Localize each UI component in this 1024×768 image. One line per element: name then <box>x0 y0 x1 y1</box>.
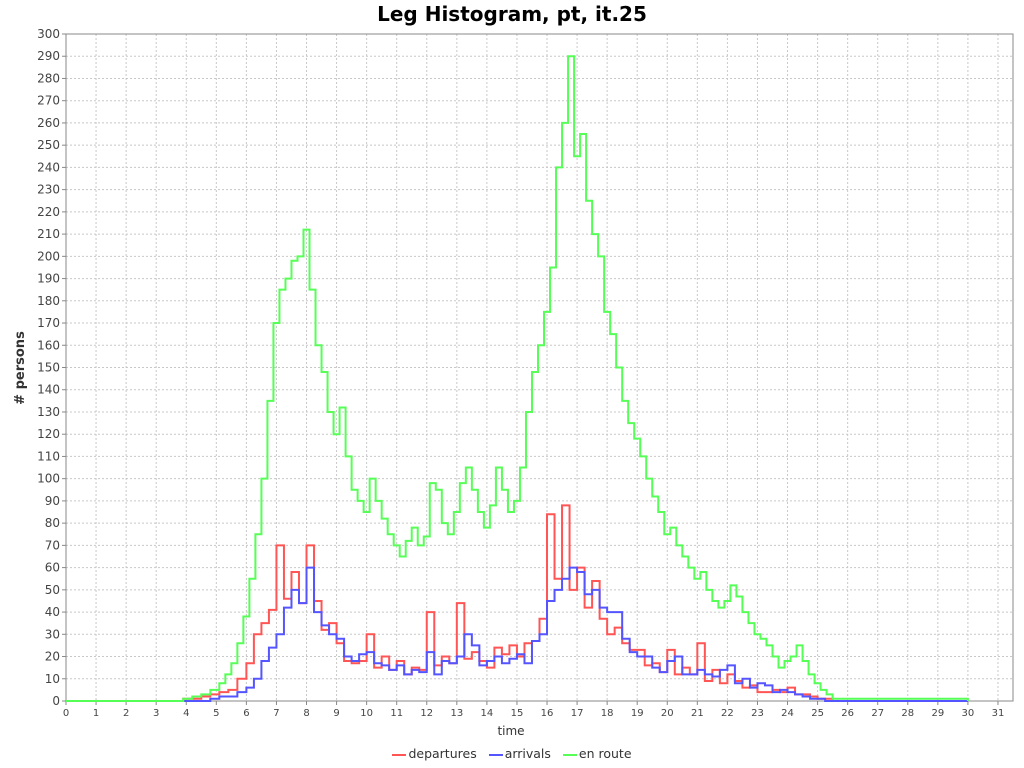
y-tick-label: 200 <box>37 249 60 263</box>
legend-item-departures: departures <box>392 746 477 761</box>
y-tick-label: 80 <box>45 516 60 530</box>
y-tick-label: 90 <box>45 494 60 508</box>
y-tick-label: 230 <box>37 183 60 197</box>
x-tick-label: 17 <box>571 708 584 719</box>
x-tick-label: 0 <box>63 708 69 719</box>
x-tick-label: 10 <box>360 708 373 719</box>
x-tick-label: 21 <box>691 708 704 719</box>
x-tick-label: 31 <box>992 708 1005 719</box>
x-tick-label: 1 <box>93 708 99 719</box>
y-tick-label: 120 <box>37 427 60 441</box>
y-tick-label: 260 <box>37 116 60 130</box>
legend-label-departures: departures <box>408 746 477 761</box>
x-tick-label: 14 <box>481 708 494 719</box>
x-tick-label: 8 <box>303 708 309 719</box>
y-tick-label: 50 <box>45 583 60 597</box>
legend-swatch-arrivals <box>488 753 503 756</box>
chart-title: Leg Histogram, pt, it.25 <box>377 2 647 26</box>
y-tick-label: 130 <box>37 405 60 419</box>
x-tick-label: 29 <box>931 708 944 719</box>
y-tick-label: 60 <box>45 561 60 575</box>
y-tick-label: 170 <box>37 316 60 330</box>
series-en-route-line <box>66 55 969 702</box>
y-axis-ticks: 0 10 20 30 40 50 60 70 80 90 100 110 120 130 140 150 160… <box>37 27 66 708</box>
legend-swatch-departures <box>392 753 407 756</box>
x-tick-label: 28 <box>901 708 914 719</box>
y-tick-label: 70 <box>45 538 60 552</box>
x-axis-ticks: 0 1 2 3 4 5 6 7 8 9 10 11 12 13 14 15 16 17 18 19 20 21 22 23 24… <box>63 701 1005 719</box>
series-arrivals-line <box>66 566 968 702</box>
legend-swatch-en-route <box>562 753 577 756</box>
x-tick-label: 16 <box>541 708 554 719</box>
x-tick-label: 25 <box>811 708 824 719</box>
x-tick-label: 7 <box>273 708 279 719</box>
x-tick-label: 30 <box>962 708 975 719</box>
gridlines <box>65 33 1013 702</box>
y-tick-label: 10 <box>45 672 60 686</box>
x-tick-label: 15 <box>511 708 524 719</box>
x-tick-label: 26 <box>841 708 854 719</box>
y-tick-label: 290 <box>37 49 60 63</box>
y-tick-label: 150 <box>37 361 60 375</box>
y-tick-label: 240 <box>37 160 60 174</box>
y-tick-label: 100 <box>37 472 60 486</box>
y-tick-label: 140 <box>37 383 60 397</box>
y-tick-label: 160 <box>37 338 60 352</box>
legend-label-en-route: en route <box>578 746 632 761</box>
y-tick-label: 180 <box>37 294 60 308</box>
x-tick-label: 11 <box>390 708 403 719</box>
legend-label-arrivals: arrivals <box>504 746 551 761</box>
y-tick-label: 220 <box>37 205 60 219</box>
x-axis-label: time <box>497 724 524 738</box>
x-tick-label: 9 <box>333 708 339 719</box>
x-tick-label: 19 <box>631 708 644 719</box>
x-tick-label: 12 <box>420 708 433 719</box>
series-lines <box>66 55 969 702</box>
y-tick-label: 110 <box>37 449 60 463</box>
legend: departures arrivals en route <box>0 746 1024 761</box>
x-tick-label: 13 <box>450 708 463 719</box>
y-tick-label: 210 <box>37 227 60 241</box>
x-tick-label: 22 <box>721 708 734 719</box>
y-tick-label: 300 <box>37 27 60 41</box>
x-tick-label: 2 <box>123 708 129 719</box>
y-tick-label: 190 <box>37 272 60 286</box>
y-tick-label: 30 <box>45 627 60 641</box>
x-tick-label: 18 <box>601 708 614 719</box>
x-tick-label: 23 <box>751 708 764 719</box>
x-tick-label: 5 <box>213 708 219 719</box>
legend-item-en-route: en route <box>562 746 632 761</box>
x-tick-label: 20 <box>661 708 674 719</box>
y-tick-label: 40 <box>45 605 60 619</box>
x-tick-label: 27 <box>871 708 884 719</box>
x-tick-label: 4 <box>183 708 189 719</box>
y-tick-label: 20 <box>45 650 60 664</box>
y-tick-label: 280 <box>37 71 60 85</box>
legend-item-arrivals: arrivals <box>488 746 551 761</box>
series-departures-line <box>66 504 968 702</box>
x-tick-label: 6 <box>243 708 249 719</box>
y-tick-label: 250 <box>37 138 60 152</box>
y-tick-label: 0 <box>52 694 60 708</box>
y-axis-label: # persons <box>13 331 28 405</box>
y-tick-label: 270 <box>37 94 60 108</box>
x-tick-label: 3 <box>153 708 159 719</box>
x-tick-label: 24 <box>781 708 794 719</box>
